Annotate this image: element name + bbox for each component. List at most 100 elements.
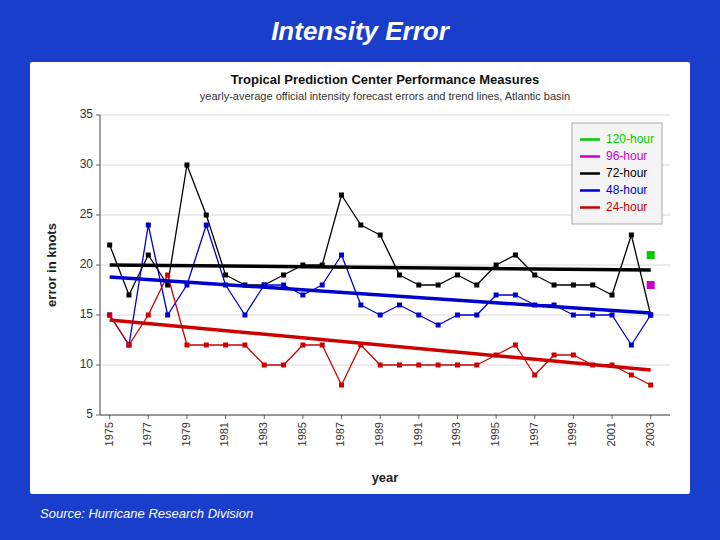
tick-label: 25: [80, 207, 94, 221]
series-marker: [610, 293, 615, 298]
tick-label: 20: [80, 257, 94, 271]
tick-label: 1979: [180, 422, 192, 446]
series-marker: [242, 313, 247, 318]
tick-mark: [96, 415, 100, 416]
series-marker: [378, 363, 383, 368]
tick-mark: [612, 415, 613, 419]
tick-label: 1991: [412, 422, 424, 446]
title: Intensity Error: [271, 16, 451, 46]
legend-label: 24-hour: [606, 200, 647, 214]
series-marker: [532, 273, 537, 278]
tick-mark: [96, 315, 100, 316]
tick-label: 2001: [605, 422, 617, 446]
series-marker: [262, 363, 267, 368]
scatter-point: [647, 251, 655, 259]
tick-mark: [341, 415, 342, 419]
grid-line: [100, 115, 670, 116]
tick-label: 15: [80, 307, 94, 321]
series-marker: [397, 273, 402, 278]
series-marker: [571, 353, 576, 358]
tick-mark: [109, 415, 110, 419]
legend-label: 72-hour: [606, 166, 647, 180]
series-marker: [571, 313, 576, 318]
series-marker: [378, 233, 383, 238]
axis-line: [100, 115, 101, 415]
tick-label: 1985: [296, 422, 308, 446]
legend-swatch: [580, 172, 600, 175]
series-marker: [300, 343, 305, 348]
axis-line: [100, 415, 670, 416]
tick-label: 1977: [141, 422, 153, 446]
tick-label: 1987: [334, 422, 346, 446]
series-marker: [242, 343, 247, 348]
series-marker: [610, 313, 615, 318]
tick-mark: [96, 365, 100, 366]
series-line: [110, 165, 651, 315]
annotation: yearly-average official intensity foreca…: [200, 90, 570, 102]
tick-label: 1999: [566, 422, 578, 446]
series-marker: [455, 363, 460, 368]
series-marker: [146, 313, 151, 318]
tick-label: 1995: [489, 422, 501, 446]
chart-panel: [30, 62, 690, 494]
tick-mark: [264, 415, 265, 419]
tick-mark: [96, 165, 100, 166]
series-marker: [126, 343, 131, 348]
legend-box: [572, 123, 662, 224]
subtitle: Tropical Prediction Center Performance M…: [231, 72, 540, 87]
series-marker: [358, 303, 363, 308]
tick-label: 1989: [373, 422, 385, 446]
series-marker: [494, 263, 499, 268]
series-marker: [107, 313, 112, 318]
series-marker: [126, 293, 131, 298]
legend-label: 96-hour: [606, 149, 647, 163]
series-marker: [223, 273, 228, 278]
series-marker: [107, 313, 112, 318]
series-marker: [455, 273, 460, 278]
tick-mark: [573, 415, 574, 419]
tick-label: 1975: [103, 422, 115, 446]
trend-line: [110, 277, 651, 313]
series-marker: [107, 243, 112, 248]
legend-swatch: [580, 206, 600, 209]
tick-mark: [96, 265, 100, 266]
series-marker: [590, 283, 595, 288]
trend-line: [110, 265, 651, 270]
series-marker: [320, 283, 325, 288]
source: Source: Hurricane Research Division: [40, 506, 253, 521]
series-marker: [165, 273, 170, 278]
tick-mark: [148, 415, 149, 419]
series-marker: [513, 253, 518, 258]
series-marker: [436, 323, 441, 328]
series-marker: [629, 233, 634, 238]
background: [0, 0, 720, 540]
chart: Intensity Error Tropical Prediction Cente…: [0, 0, 720, 540]
series-marker: [590, 313, 595, 318]
series-marker: [532, 373, 537, 378]
y-axis-label: error in knots: [44, 223, 59, 307]
series-marker: [339, 253, 344, 258]
grid-line: [100, 415, 670, 416]
legend-label: 48-hour: [606, 183, 647, 197]
trend-line: [110, 320, 651, 370]
tick-mark: [225, 415, 226, 419]
series-marker: [571, 283, 576, 288]
series-marker: [416, 363, 421, 368]
legend-swatch: [580, 138, 600, 141]
series-marker: [513, 343, 518, 348]
series-marker: [300, 293, 305, 298]
tick-mark: [96, 215, 100, 216]
points: [647, 251, 655, 289]
series-marker: [436, 283, 441, 288]
x-axis-label: year: [372, 470, 399, 485]
tick-mark: [302, 415, 303, 419]
tick-label: 5: [86, 407, 93, 421]
tick-mark: [496, 415, 497, 419]
tick-label: 1983: [257, 422, 269, 446]
series-marker: [358, 223, 363, 228]
series-marker: [474, 313, 479, 318]
series-marker: [474, 283, 479, 288]
series-marker: [552, 283, 557, 288]
series-marker: [378, 313, 383, 318]
lines: [107, 163, 653, 388]
